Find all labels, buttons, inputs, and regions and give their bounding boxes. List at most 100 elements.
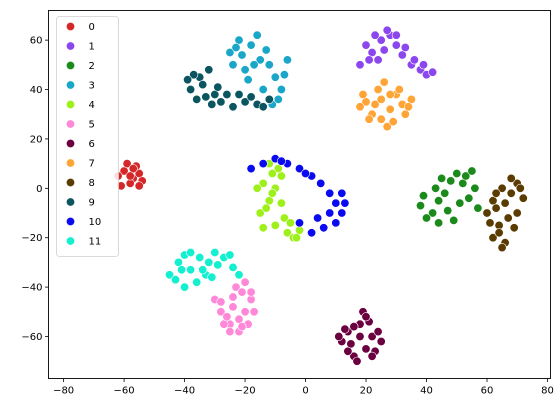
point-series-10-7	[325, 188, 335, 198]
point-series-5-18	[228, 292, 238, 302]
point-series-2-3	[440, 188, 450, 198]
point-series-5-12	[249, 307, 259, 317]
point-series-1-5	[361, 40, 371, 50]
point-series-11-5	[204, 257, 214, 267]
x-axis-ticks: −80 −60 −40 −20 0 20 40 60 80	[53, 378, 554, 397]
legend-label-1: 1	[89, 42, 95, 53]
y-axis-ticks: −60 −40 −20 0 20 40 60	[21, 36, 49, 343]
point-series-11-17	[177, 265, 187, 275]
point-series-9-3	[192, 94, 202, 104]
point-series-5-17	[246, 287, 256, 297]
point-series-8-16	[512, 208, 522, 218]
point-series-4-0	[255, 208, 265, 218]
point-series-2-1	[428, 208, 438, 218]
point-series-10-9	[337, 208, 347, 218]
series-11	[165, 248, 244, 292]
legend-label-9: 9	[89, 198, 95, 209]
series-8	[482, 173, 528, 253]
x-tick-label: 60	[481, 386, 494, 397]
point-series-1-17	[370, 30, 380, 40]
point-series-2-18	[418, 191, 428, 201]
point-series-2-5	[452, 169, 462, 179]
point-series-8-9	[503, 213, 513, 223]
point-series-7-13	[358, 90, 368, 100]
point-series-6-19	[334, 331, 344, 341]
point-series-6-13	[376, 336, 386, 346]
point-series-4-14	[252, 183, 262, 193]
point-series-7-7	[373, 85, 383, 95]
point-series-4-15	[285, 218, 295, 228]
legend-marker-8	[66, 178, 76, 188]
point-series-2-14	[461, 171, 471, 181]
point-series-10-15	[337, 188, 347, 198]
point-series-0-7	[122, 159, 132, 169]
point-series-2-7	[464, 193, 474, 203]
point-series-11-15	[186, 248, 196, 258]
point-series-0-10	[134, 181, 144, 191]
point-series-11-18	[198, 265, 208, 275]
legend-marker-3	[66, 80, 76, 90]
point-series-6-15	[361, 312, 371, 322]
point-series-5-10	[237, 287, 247, 297]
point-series-3-3	[255, 55, 265, 65]
point-series-6-14	[355, 331, 365, 341]
point-series-11-16	[225, 250, 235, 260]
legend-box	[56, 16, 119, 257]
point-series-7-17	[403, 102, 413, 112]
x-tick-label: 40	[420, 386, 433, 397]
point-series-2-11	[443, 206, 453, 216]
point-series-9-10	[198, 80, 208, 90]
point-series-4-18	[276, 198, 286, 208]
point-series-2-4	[446, 176, 456, 186]
legend-marker-0	[66, 21, 76, 31]
point-series-10-0	[246, 164, 256, 174]
point-series-9-6	[228, 102, 238, 112]
x-tick-label: −60	[114, 386, 135, 397]
series-3	[225, 30, 292, 109]
x-tick-label: −40	[174, 386, 195, 397]
point-series-4-13	[279, 213, 289, 223]
point-series-3-18	[249, 60, 259, 70]
point-series-7-18	[376, 94, 386, 104]
point-series-2-19	[467, 166, 477, 176]
series-7	[355, 77, 416, 132]
point-series-5-16	[225, 327, 235, 337]
point-series-4-17	[267, 169, 277, 179]
points-layer	[113, 25, 528, 366]
point-series-3-0	[225, 47, 235, 57]
y-tick-label: −60	[21, 332, 42, 343]
legend-label-0: 0	[89, 22, 95, 33]
point-series-5-1	[216, 307, 226, 317]
point-series-5-11	[222, 312, 232, 322]
point-series-8-8	[518, 193, 528, 203]
point-series-4-12	[267, 188, 277, 198]
point-series-6-17	[367, 351, 377, 361]
legend-marker-5	[66, 119, 76, 129]
point-series-2-12	[455, 198, 465, 208]
point-series-3-19	[231, 42, 241, 52]
point-series-1-4	[391, 40, 401, 50]
x-tick-label: 20	[360, 386, 373, 397]
point-series-9-17	[213, 82, 223, 92]
point-series-3-10	[228, 60, 238, 70]
point-series-5-9	[228, 302, 238, 312]
legend-label-2: 2	[89, 61, 95, 72]
point-series-8-19	[491, 188, 501, 198]
point-series-6-6	[373, 327, 383, 337]
point-series-3-6	[276, 85, 286, 95]
point-series-3-13	[279, 70, 289, 80]
point-series-4-6	[270, 220, 280, 230]
y-tick-label: 20	[30, 134, 43, 145]
point-series-9-5	[216, 97, 226, 107]
point-series-10-17	[276, 156, 286, 166]
point-series-1-7	[397, 50, 407, 60]
point-series-9-18	[201, 92, 211, 102]
point-series-11-12	[171, 275, 181, 285]
point-series-3-14	[243, 75, 253, 85]
point-series-1-18	[418, 60, 428, 70]
point-series-8-6	[488, 233, 498, 243]
point-series-8-2	[497, 183, 507, 193]
point-series-7-11	[370, 99, 380, 109]
point-series-5-14	[216, 297, 226, 307]
point-series-9-15	[258, 102, 268, 112]
